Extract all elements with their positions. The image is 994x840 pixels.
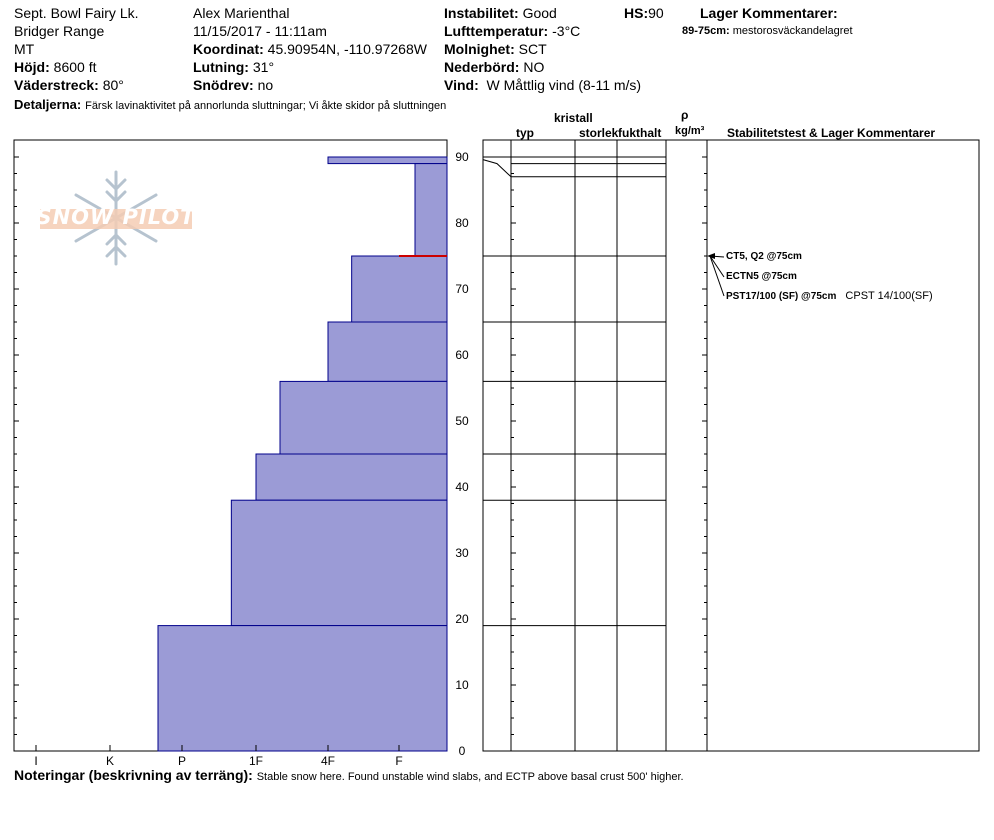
wind: Vind: W Måttlig vind (8-11 m/s)	[444, 77, 641, 93]
hardness-tick-label: F	[395, 754, 402, 768]
col-header-density-unit: kg/m³	[675, 125, 705, 137]
depth-tick-label: 90	[455, 150, 469, 164]
stability-test-label: CT5, Q2 @75cm	[726, 251, 802, 262]
stability-test-label: ECTN5 @75cm	[726, 271, 797, 282]
depth-tick-label: 80	[455, 216, 469, 230]
hs-value: 90	[648, 5, 664, 21]
aspect-value: 80°	[102, 77, 124, 93]
col-header-storlek: storlek	[579, 126, 619, 140]
col-header-kristall: kristall	[554, 111, 593, 125]
hardness-layer-7	[157, 625, 448, 752]
hardness-layer-5	[255, 453, 448, 501]
layer-comments-title: Lager Kommentarer:	[700, 5, 838, 21]
details-label: Detaljerna:	[14, 97, 82, 112]
depth-tick-label: 0	[459, 744, 466, 758]
col-header-fukthalt: fukthalt	[618, 126, 662, 140]
depth-tick-label: 30	[455, 546, 469, 560]
coord-value: 45.90954N, -110.97268W	[267, 41, 427, 57]
hardness-tick-label: 4F	[321, 754, 335, 768]
slope-value: 31°	[252, 59, 275, 75]
airtemp-label: Lufttemperatur:	[444, 23, 549, 39]
notes-text: Stable snow here. Found unstable wind sl…	[256, 771, 684, 783]
stability-test-2: PST17/100 (SF) @75cm CPST 14/100(SF)	[726, 290, 933, 303]
depth-tick-label: 50	[455, 414, 469, 428]
location-name: Sept. Bowl Fairy Lk.	[14, 5, 139, 21]
hs-label: HS:	[624, 5, 649, 21]
hardness-tick-label: I	[34, 754, 37, 768]
stability-label: Instabilitet:	[444, 5, 519, 21]
aspect: Väderstreck: 80°	[14, 77, 124, 93]
hardness-tick-label: 1F	[249, 754, 263, 768]
depth-tick-label: 20	[455, 612, 469, 626]
drift-value: no	[257, 77, 274, 93]
range-name: Bridger Range	[14, 23, 105, 39]
cloud-value: SCT	[518, 41, 547, 57]
hardness-layer-0	[327, 156, 448, 165]
stability-value: Good	[522, 5, 557, 21]
slope: Lutning: 31°	[193, 59, 274, 75]
state-name: MT	[14, 41, 35, 57]
logo-text: SNOW PILOT	[36, 205, 196, 229]
stability: Instabilitet: Good	[444, 5, 557, 21]
hardness-layer-4	[279, 380, 448, 455]
col-header-rho: ρ	[681, 108, 689, 122]
col-header-stability: Stabilitetstest & Lager Kommentarer	[727, 126, 936, 140]
stability-test-label: PST17/100 (SF) @75cm	[726, 291, 837, 302]
stability-test-0: CT5, Q2 @75cm	[726, 251, 802, 263]
test-leader-line	[709, 255, 725, 278]
crystal-table-frame	[482, 139, 980, 752]
hardness-layer-3	[327, 321, 448, 382]
wind-value: W Måttlig vind (8-11 m/s)	[486, 77, 642, 93]
snowpilot-logo: SNOW PILOT	[36, 168, 196, 268]
precipitation: Nederbörd: NO	[444, 59, 544, 75]
observation-datetime: 11/15/2017 - 11:11am	[193, 23, 327, 39]
precip-value: NO	[523, 59, 545, 75]
hardness-tick-label: K	[106, 754, 114, 768]
test-leader-line	[709, 255, 725, 297]
test-leader-line	[709, 255, 725, 258]
depth-tick-label: 40	[455, 480, 469, 494]
observer-name: Alex Marienthal	[193, 5, 290, 21]
depth-tick-label: 70	[455, 282, 469, 296]
layer-comment-range: 89-75cm:	[682, 25, 730, 37]
aspect-label: Väderstreck:	[14, 77, 99, 93]
air-temperature: Lufttemperatur: -3°C	[444, 23, 580, 39]
hardness-tick-label: P	[178, 754, 186, 768]
details-value: Färsk lavinaktivitet på annorlunda slutt…	[85, 100, 447, 112]
stability-test-1: ECTN5 @75cm	[726, 271, 797, 283]
elevation-value: 8600 ft	[53, 59, 97, 75]
details: Detaljerna: Färsk lavinaktivitet på anno…	[14, 96, 446, 114]
drift-label: Snödrev:	[193, 77, 254, 93]
cloud-label: Molnighet:	[444, 41, 515, 57]
hardness-layer-6	[230, 499, 448, 627]
snow-height: HS:90	[624, 5, 664, 21]
elevation: Höjd: 8600 ft	[14, 59, 96, 75]
cloud-cover: Molnighet: SCT	[444, 41, 547, 57]
notes: Noteringar (beskrivning av terräng): Sta…	[14, 767, 684, 785]
coordinates: Koordinat: 45.90954N, -110.97268W	[193, 41, 427, 57]
col-header-typ: typ	[516, 126, 534, 140]
airtemp-value: -3°C	[552, 23, 581, 39]
hardness-layer-2	[351, 255, 448, 323]
depth-tick-label: 60	[455, 348, 469, 362]
precip-label: Nederbörd:	[444, 59, 520, 75]
layer-comment: 89-75cm: mestorosväckandelagret	[682, 25, 853, 38]
slope-label: Lutning:	[193, 59, 249, 75]
depth-tick-label: 10	[455, 678, 469, 692]
drift: Snödrev: no	[193, 77, 273, 93]
hardness-layer-1	[414, 163, 448, 257]
stability-test-extra: CPST 14/100(SF)	[842, 290, 933, 302]
coord-label: Koordinat:	[193, 41, 264, 57]
layer-connector	[482, 159, 512, 178]
elevation-label: Höjd:	[14, 59, 50, 75]
notes-label: Noteringar (beskrivning av terräng):	[14, 767, 253, 783]
wind-label: Vind:	[444, 77, 479, 93]
layer-comment-text: mestorosväckandelagret	[732, 25, 853, 37]
test-arrowhead	[707, 253, 715, 259]
